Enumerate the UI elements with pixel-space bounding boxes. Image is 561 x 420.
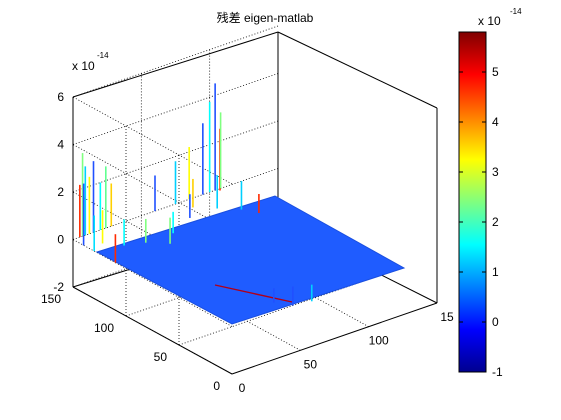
colorbar-ticks: -1 0 1 2 3 4 5: [459, 65, 503, 379]
chart-title: 残差 eigen-matlab: [217, 11, 314, 25]
colorbar-tick-label: -1: [492, 365, 503, 379]
z-scale-label: x 10: [72, 59, 95, 73]
z-tick-label: 6: [57, 90, 64, 104]
y-tick-label: 0: [213, 379, 220, 393]
colorbar-tick-label: 3: [492, 165, 499, 179]
grid-line: [72, 120, 279, 193]
z-tick-label: 0: [57, 233, 64, 247]
colorbar-scale-label: x 10: [478, 14, 501, 28]
y-tick-label: 150: [41, 292, 61, 306]
x-tick-label: 15: [440, 310, 454, 324]
colorbar-tick-label: 2: [492, 215, 499, 229]
colorbar-tick-label: 5: [492, 65, 499, 79]
x-tick-label: 50: [304, 357, 318, 371]
y-tick-label: 50: [154, 350, 168, 364]
spike-group: [79, 83, 313, 306]
grid-line: [72, 96, 233, 185]
grid-line: [72, 73, 279, 145]
z-tick-label: 2: [57, 185, 64, 199]
x-tick-labels: 0 50 100 15: [239, 310, 454, 395]
grid-line: [72, 144, 233, 232]
box-edge: [231, 302, 438, 375]
grid-line: [72, 286, 233, 375]
z-scale-exponent: -14: [97, 51, 109, 60]
grid-line: [72, 239, 233, 327]
z-tick-label: 4: [57, 138, 64, 152]
residual-surface: [95, 195, 406, 325]
y-tick-labels: 0 50 100 150: [41, 292, 220, 393]
z-tick-label: -2: [53, 280, 64, 294]
colorbar-tick-label: 1: [492, 265, 499, 279]
colorbar-tick-label: 4: [492, 115, 499, 129]
z-tick-labels: -2 0 2 4 6: [53, 90, 64, 294]
x-tick-label: 100: [369, 334, 389, 348]
colorbar-tick-label: 0: [492, 315, 499, 329]
box-edge: [72, 31, 279, 98]
colorbar: [458, 31, 487, 373]
x-tick-label: 0: [239, 381, 246, 395]
grid-line: [72, 25, 279, 98]
box-edge: [277, 31, 438, 109]
y-tick-label: 100: [94, 321, 114, 335]
colorbar-scale-exponent: -14: [510, 7, 522, 16]
surface-diagonal-line: [214, 284, 293, 303]
